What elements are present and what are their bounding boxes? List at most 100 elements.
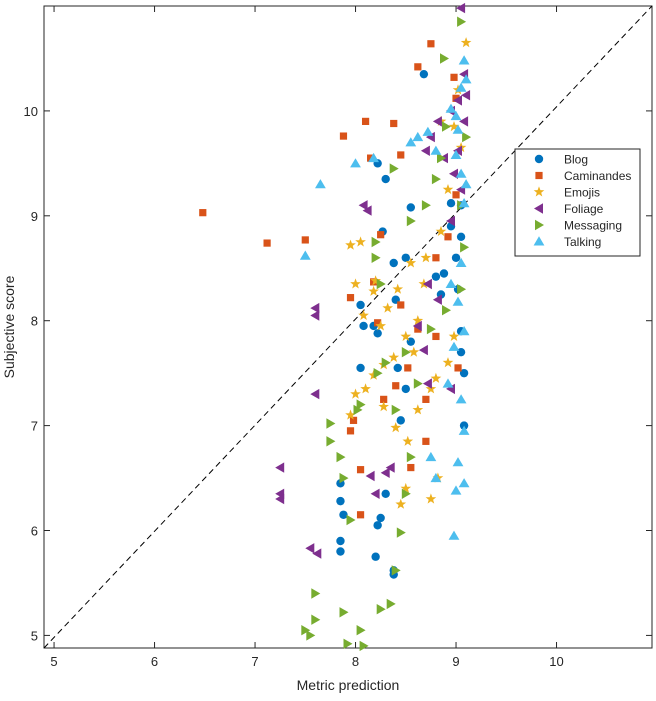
data-point-emojis [418,278,430,289]
data-point-messaging [311,588,321,599]
data-point-emojis [430,372,442,383]
data-point-messaging [462,131,472,143]
data-point-foliage [432,294,442,305]
data-point-caminandes [414,325,422,333]
data-point-foliage [446,215,455,227]
y-tick-label: 8 [31,314,38,329]
data-point-emojis [382,302,393,313]
data-point-caminandes [301,236,309,244]
legend-marker-blog [534,154,544,164]
data-point-caminandes [414,63,422,71]
data-point-blog [451,253,461,262]
data-point-foliage [365,470,375,482]
data-point-caminandes [356,466,365,474]
data-point-messaging [457,284,467,295]
data-point-blog [356,300,365,310]
data-point-emojis [405,257,417,268]
data-point-messaging [396,527,406,538]
legend-label: Foliage [564,202,604,216]
data-point-caminandes [199,209,207,217]
data-point-blog [336,547,345,556]
series-talking [299,55,472,540]
y-tick-label: 6 [31,524,38,539]
data-point-messaging [421,200,431,211]
data-point-messaging [442,121,451,132]
data-point-messaging [343,638,353,649]
data-point-caminandes [444,233,452,241]
data-point-foliage [310,310,320,321]
data-point-emojis [448,121,460,132]
data-point-messaging [426,323,436,335]
data-point-blog [389,258,398,268]
data-point-foliage [446,383,455,395]
data-point-talking [452,296,464,306]
data-point-talking [448,530,460,540]
data-point-emojis [355,236,366,247]
data-point-blog [393,363,402,373]
data-point-blog [459,368,469,378]
data-point-caminandes [407,463,415,472]
data-point-foliage [370,488,380,499]
data-point-talking [450,485,462,495]
data-point-talking [422,126,434,136]
data-point-talking [458,55,470,65]
data-point-foliage [461,90,471,101]
data-point-emojis [402,435,414,446]
legend-label: Blog [564,153,588,167]
data-point-messaging [301,625,311,636]
data-point-messaging [353,404,363,416]
data-point-emojis [408,346,420,357]
data-point-emojis [425,383,437,394]
data-point-caminandes [452,191,460,199]
data-point-blog [336,496,345,506]
data-point-messaging [457,16,467,27]
data-point-emojis [345,239,356,250]
data-point-messaging [339,607,349,618]
data-point-blog [431,272,441,281]
data-point-talking [452,457,464,467]
data-point-messaging [326,418,336,429]
data-point-caminandes [374,319,382,327]
data-point-messaging [356,625,366,636]
data-point-emojis [345,409,356,420]
y-tick-label: 7 [31,419,38,434]
data-point-blog [356,363,365,373]
data-point-talking [460,74,472,84]
data-point-caminandes [346,294,355,302]
data-point-caminandes [339,132,348,140]
data-point-emojis [358,309,369,320]
data-point-foliage [275,462,285,473]
data-point-messaging [401,488,411,499]
legend-item-caminandes: Caminandes [535,169,631,183]
data-point-emojis [412,404,424,415]
data-point-emojis [375,320,386,331]
data-point-messaging [339,472,349,484]
legend-label: Talking [564,235,601,249]
legend-marker-caminandes [535,171,543,180]
data-point-emojis [435,225,447,237]
data-point-foliage [422,278,432,290]
data-point-foliage [275,493,285,505]
data-point-messaging [437,152,446,164]
data-point-blog [336,536,345,546]
y-tick-label: 5 [31,628,38,643]
data-point-talking [425,451,437,462]
data-point-blog [406,203,416,212]
data-point-blog [456,347,466,357]
data-point-foliage [420,145,430,156]
data-point-foliage [432,116,442,127]
legend-box [514,148,641,257]
data-point-caminandes [263,239,271,247]
data-point-emojis [400,330,412,341]
data-point-foliage [362,205,372,216]
data-point-emojis [378,401,389,412]
data-point-emojis [420,252,432,263]
legend-label: Emojis [564,186,600,200]
data-point-messaging [406,451,416,463]
data-point-messaging [391,404,401,416]
data-point-foliage [310,388,320,400]
data-point-emojis [412,315,424,326]
data-point-foliage [453,95,462,106]
data-point-blog [359,321,368,331]
data-point-talking [458,425,470,435]
